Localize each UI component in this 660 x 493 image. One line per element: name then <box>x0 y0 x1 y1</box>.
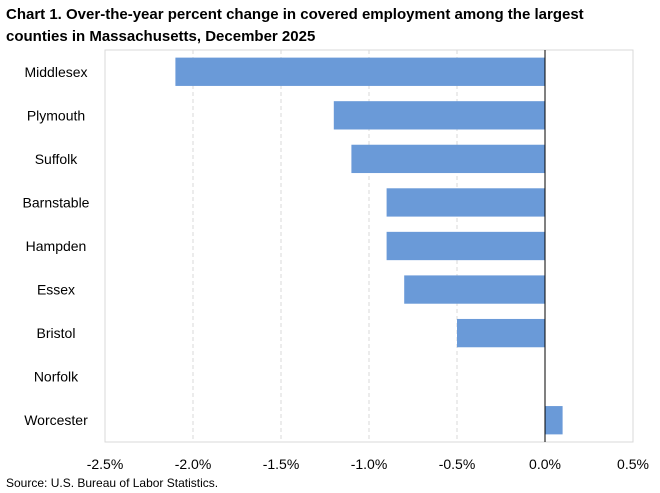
category-label-hampden: Hampden <box>26 238 87 254</box>
category-labels: Middlesex Plymouth Suffolk Barnstable Hampde… <box>23 64 90 428</box>
bar-worcester <box>545 406 563 435</box>
bar-middlesex <box>175 57 545 86</box>
x-tick-label: -1.5% <box>263 456 300 472</box>
category-label-bristol: Bristol <box>37 325 76 341</box>
category-label-suffolk: Suffolk <box>35 151 79 167</box>
x-tick-label: -0.5% <box>439 456 476 472</box>
source-note: Source: U.S. Bureau of Labor Statistics. <box>6 476 219 490</box>
category-label-essex: Essex <box>37 282 75 298</box>
x-tick-label: -2.0% <box>175 456 212 472</box>
bar-bristol <box>457 318 545 348</box>
category-label-barnstable: Barnstable <box>23 194 90 210</box>
x-tick-label: 0.5% <box>617 456 649 472</box>
x-tick-label: -1.0% <box>351 456 388 472</box>
bar-hampden <box>386 231 545 261</box>
x-tick-label: -2.5% <box>87 456 124 472</box>
bars <box>175 57 563 435</box>
category-label-norfolk: Norfolk <box>34 369 79 385</box>
bar-essex <box>404 275 545 304</box>
category-label-middlesex: Middlesex <box>24 64 87 80</box>
bar-barnstable <box>386 188 545 217</box>
bar-plymouth <box>333 101 545 130</box>
chart-title: Chart 1. Over-the-year percent change in… <box>6 6 584 45</box>
x-tick-labels: -2.5% -2.0% -1.5% -1.0% -0.5% 0.0% 0.5% <box>87 456 649 472</box>
bar-suffolk <box>351 144 545 174</box>
category-label-worcester: Worcester <box>24 412 88 428</box>
category-label-plymouth: Plymouth <box>27 107 85 123</box>
x-tick-label: 0.0% <box>529 456 561 472</box>
